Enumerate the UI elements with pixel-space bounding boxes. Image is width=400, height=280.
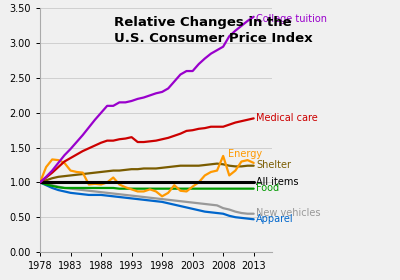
Text: Shelter: Shelter <box>256 160 291 170</box>
Text: Medical care: Medical care <box>256 113 318 123</box>
Text: Apparel: Apparel <box>256 214 294 224</box>
Text: All items: All items <box>256 177 299 187</box>
Text: Energy: Energy <box>228 149 262 159</box>
Text: New vehicles: New vehicles <box>256 208 321 218</box>
Text: Relative Changes in the
U.S. Consumer Price Index: Relative Changes in the U.S. Consumer Pr… <box>114 16 313 45</box>
Text: College tuition: College tuition <box>256 14 327 24</box>
Text: Food: Food <box>256 183 279 193</box>
